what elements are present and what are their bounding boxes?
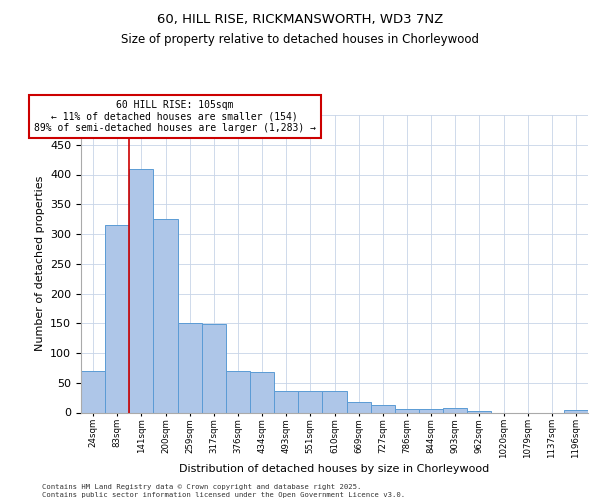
Bar	[298, 391, 322, 412]
Bar	[178, 324, 202, 412]
Bar	[105, 225, 129, 412]
Bar	[129, 168, 154, 412]
Bar	[419, 409, 443, 412]
Bar	[371, 406, 395, 412]
Bar	[443, 408, 467, 412]
Bar	[347, 402, 371, 412]
Text: 60, HILL RISE, RICKMANSWORTH, WD3 7NZ: 60, HILL RISE, RICKMANSWORTH, WD3 7NZ	[157, 12, 443, 26]
Text: 60 HILL RISE: 105sqm
← 11% of detached houses are smaller (154)
89% of semi-deta: 60 HILL RISE: 105sqm ← 11% of detached h…	[34, 100, 316, 134]
Y-axis label: Number of detached properties: Number of detached properties	[35, 176, 44, 352]
Bar	[322, 391, 347, 412]
Bar	[154, 219, 178, 412]
Text: Contains HM Land Registry data © Crown copyright and database right 2025.
Contai: Contains HM Land Registry data © Crown c…	[42, 484, 405, 498]
Bar	[250, 372, 274, 412]
X-axis label: Distribution of detached houses by size in Chorleywood: Distribution of detached houses by size …	[179, 464, 490, 474]
Bar	[564, 410, 588, 412]
Bar	[395, 409, 419, 412]
Bar	[274, 391, 298, 412]
Text: Size of property relative to detached houses in Chorleywood: Size of property relative to detached ho…	[121, 32, 479, 46]
Bar	[226, 371, 250, 412]
Bar	[202, 324, 226, 412]
Bar	[81, 371, 105, 412]
